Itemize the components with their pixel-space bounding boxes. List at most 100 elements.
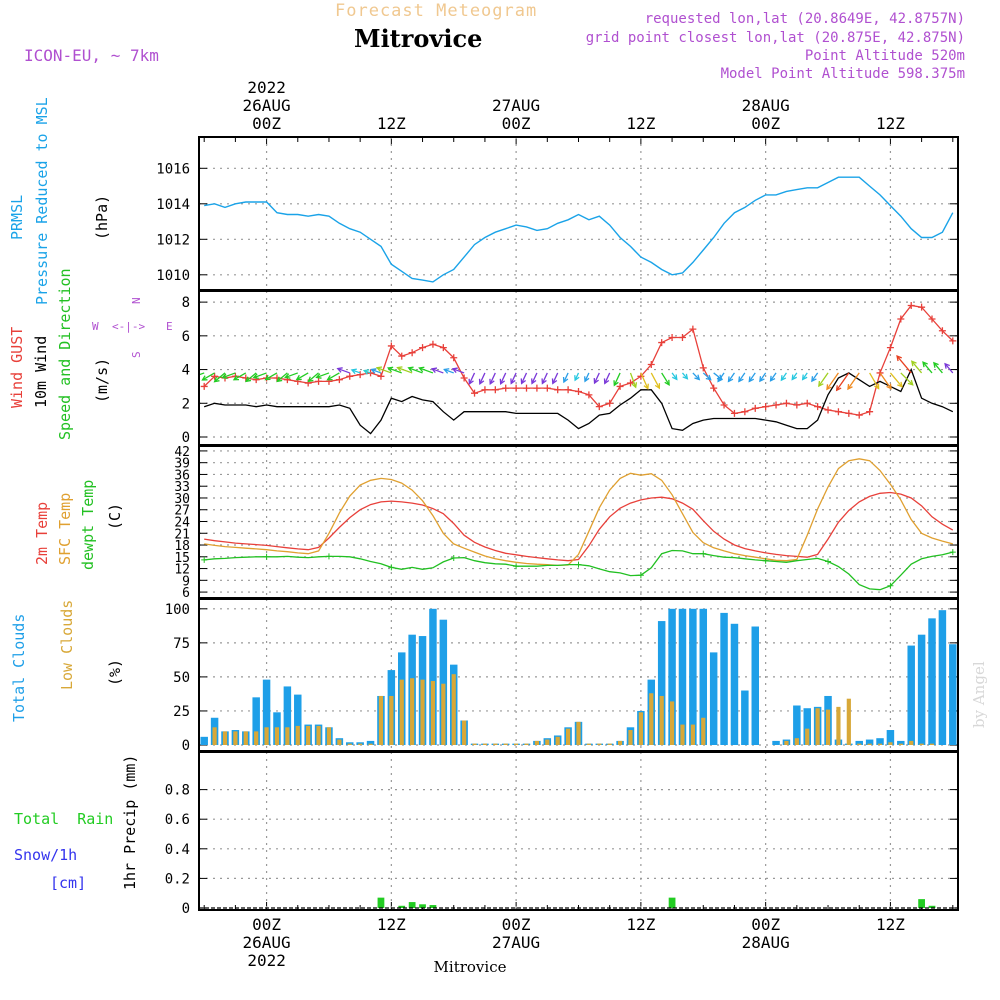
wind-arrow-head (350, 368, 357, 375)
gust-marker (658, 339, 666, 347)
gust-marker (585, 391, 593, 399)
low-cloud-bar (430, 680, 436, 745)
wind-arrow (351, 369, 361, 374)
y-tick-label: 4 (182, 363, 190, 379)
wind-arrow (613, 372, 621, 386)
total-cloud-bar (855, 740, 863, 745)
top-time-label: 27AUG (492, 96, 540, 115)
wind-10m-label: 10m Wind (32, 336, 50, 408)
gust-marker (377, 372, 385, 380)
wind-arrow (308, 372, 319, 382)
wind-arrow (222, 372, 236, 379)
dewpt-marker (388, 564, 395, 571)
total-cloud-bar (699, 608, 708, 745)
wind-arrow (650, 372, 660, 389)
low-cloud-bar (233, 731, 238, 745)
temp-sfc-label: SFC Temp (56, 493, 74, 565)
temp-2m-line (204, 491, 954, 562)
y-tick-label: 6 (182, 586, 190, 601)
dewpt-marker (263, 553, 270, 560)
wind-arrow-head (886, 383, 892, 390)
wind-arrow-head (738, 376, 744, 383)
temp-2m-label: 2m Temp (33, 502, 51, 565)
y-tick-label: 75 (173, 636, 190, 652)
total-cloud-bar (741, 690, 749, 745)
low-cloud-bar (410, 678, 415, 745)
model-point-altitude: Model Point Altitude 598.375m (721, 66, 965, 82)
low-cloud-bar (347, 743, 352, 745)
wind-arrow-head (520, 378, 527, 385)
gust-marker (647, 361, 655, 368)
dewpt-marker (575, 561, 582, 568)
wind-arrow (468, 372, 476, 385)
rain-bar (398, 905, 406, 908)
total-cloud-bar (876, 738, 884, 745)
wind-arrow (265, 372, 278, 381)
top-time-label: 28AUG (742, 96, 790, 115)
wind-arrow (759, 372, 767, 382)
y-tick-label: 15 (174, 551, 190, 566)
y-tick-label: 1012 (156, 232, 190, 248)
wind-arrow-head (326, 375, 333, 381)
wind-arrow (944, 363, 954, 374)
top-time-label: 12Z (876, 114, 905, 133)
low-cloud-bar (909, 740, 914, 745)
wind-arrow-head (896, 355, 902, 362)
wind-arrow (199, 372, 205, 376)
gust-marker (200, 382, 208, 390)
low-cloud-bar (669, 701, 675, 745)
y-tick-label: 8 (182, 295, 190, 311)
y-tick-label: 0.8 (165, 783, 190, 799)
gust-marker (907, 301, 915, 309)
wind-arrow (629, 372, 637, 388)
y-tick-label: 1016 (156, 161, 190, 177)
total-cloud-bar (439, 619, 448, 745)
low-cloud-bar (805, 728, 810, 745)
gust-marker (502, 384, 510, 392)
y-tick-label: 0 (182, 738, 190, 754)
dewpt-marker (700, 550, 707, 557)
low-cloud-bar (441, 683, 446, 745)
wind-arrow-head (826, 384, 832, 391)
bottom-time-label: 12Z (377, 915, 406, 934)
total-cloud-bar (689, 608, 697, 745)
dewpt-marker (949, 549, 956, 556)
wind-arrow-head (907, 379, 914, 386)
wind-arrow (202, 372, 215, 381)
wind-arrow (738, 372, 746, 382)
total-cloud-bar (793, 705, 801, 745)
plot-area (200, 608, 957, 745)
panel-precip: 0 0.2 0.4 0.6 0.8 (165, 751, 959, 917)
wind-arrow-head (264, 374, 271, 381)
gust-marker (626, 379, 634, 387)
wind-arrow (836, 372, 850, 391)
low-cloud-bar (493, 743, 498, 745)
low-cloud-bar (680, 724, 685, 745)
gust-marker (564, 386, 572, 394)
total-cloud-bar (283, 686, 292, 745)
wind-unit: (m/s) (93, 358, 111, 403)
low-cloud-bar (243, 731, 248, 745)
y-tick-label: 25 (173, 704, 190, 720)
gust-marker (450, 354, 458, 362)
gust-marker (678, 334, 686, 342)
total-cloud-bar (865, 739, 874, 745)
rain-bar (419, 904, 426, 908)
bottom-time-label: 00Z (751, 915, 780, 934)
precip-unit: 1hr Precip (mm) (121, 755, 139, 890)
gust-marker (387, 342, 395, 350)
super-title: Forecast Meteogram (335, 1, 537, 21)
wind-arrow (408, 367, 423, 374)
low-cloud-bar (254, 731, 259, 745)
gust-marker (855, 411, 863, 419)
low-cloud-bar (690, 724, 695, 745)
wind-arrow (933, 362, 943, 374)
temp-unit: (C) (106, 503, 124, 530)
wind-arrow-head (910, 360, 917, 367)
wind-arrow (826, 372, 839, 390)
total-cloud-bar (356, 742, 364, 745)
low-cloud-bar (482, 743, 488, 745)
wind-gust-label: Wind GUST (8, 327, 26, 408)
